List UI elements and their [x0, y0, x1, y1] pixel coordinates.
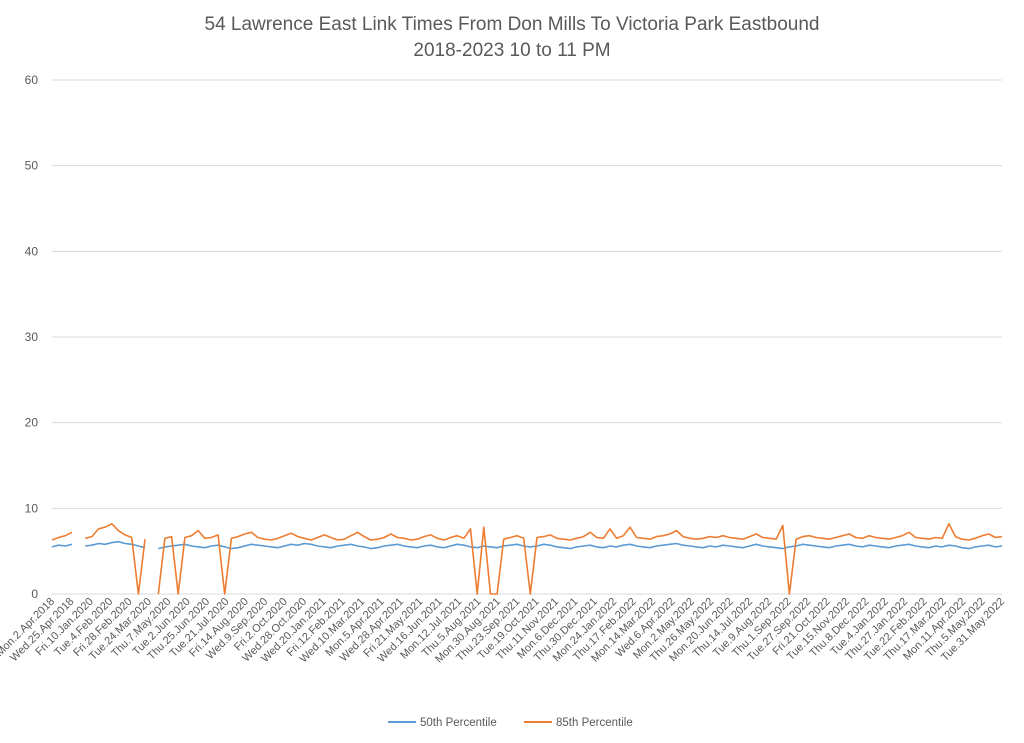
y-tick-label: 0: [31, 587, 38, 601]
y-tick-label: 10: [25, 501, 39, 515]
y-tick-label: 40: [25, 244, 39, 258]
y-tick-label: 60: [25, 73, 39, 87]
y-tick-label: 50: [25, 159, 39, 173]
legend: 50th Percentile 85th Percentile: [388, 717, 633, 729]
gridlines: [52, 79, 1002, 595]
series-line-50th-percentile: [51, 540, 1003, 550]
chart-subtitle: 2018-2023 10 to 11 PM: [413, 40, 610, 61]
y-tick-label: 30: [25, 330, 39, 344]
chart-title: 54 Lawrence East Link Times From Don Mil…: [205, 14, 820, 35]
y-axis: 0 10 20 30 40 50 60: [25, 73, 39, 601]
x-axis: Mon.2.Apr.2018Wed.25.Apr.2018Fri.10.Jan.…: [0, 596, 1007, 666]
y-tick-label: 20: [25, 416, 39, 430]
series-line-85th-percentile: [51, 523, 1003, 595]
legend-label: 85th Percentile: [556, 717, 633, 729]
series-lines: [51, 523, 1003, 595]
legend-label: 50th Percentile: [420, 717, 497, 729]
